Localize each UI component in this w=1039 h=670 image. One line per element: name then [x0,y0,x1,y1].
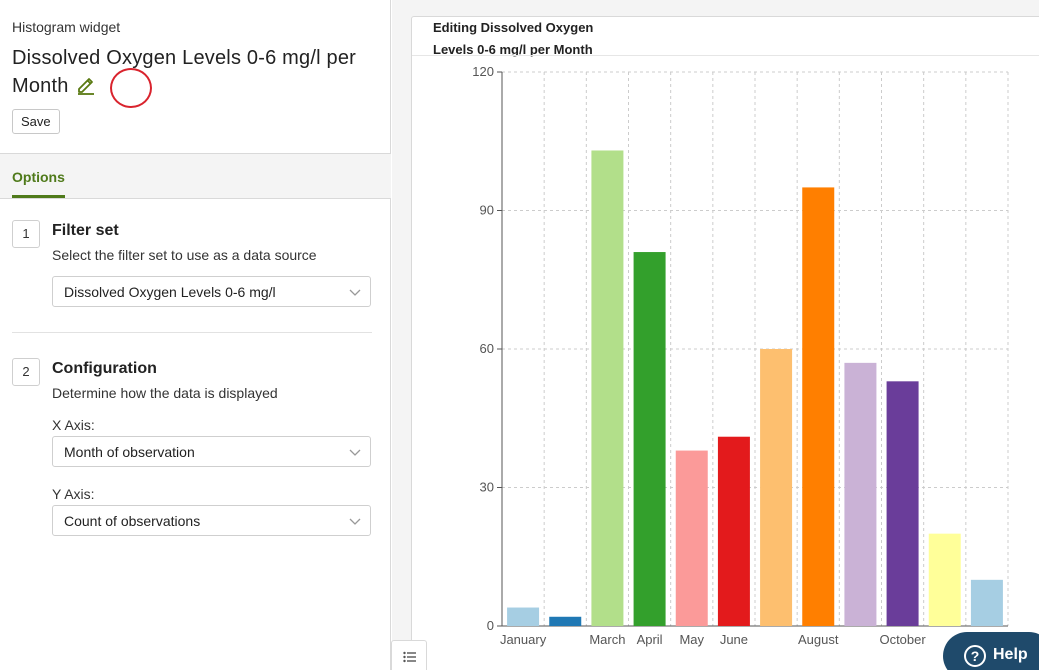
y-axis-label: Y Axis: [52,486,95,502]
x-tick-label: October [879,632,926,647]
tab-bar: Options [0,153,391,199]
histogram-chart: 0 30 60 90 120 January March April May June August… [472,64,1009,647]
chevron-down-icon [349,449,361,456]
x-tick-label: May [679,632,704,647]
filter-set-description: Select the filter set to use as a data s… [52,247,317,263]
x-tick-label: June [720,632,748,647]
step-number-1: 1 [12,220,40,248]
section-divider [12,332,372,333]
bar-march [591,150,624,626]
bar-october [886,381,919,626]
y-tick-label: 30 [480,480,494,495]
chart-heading: Editing Dissolved Oxygen Levels 0-6 mg/l… [433,17,833,61]
save-button[interactable]: Save [12,109,60,134]
options-panel: Histogram widget Dissolved Oxygen Levels… [0,0,391,670]
x-tick-label: January [500,632,547,647]
chart-heading-line-2: Levels 0-6 mg/l per Month [433,42,593,57]
widget-title-text: Dissolved Oxygen Levels 0-6 mg/l per Mon… [12,47,357,97]
chart-heading-line-1: Editing Dissolved Oxygen [433,20,594,35]
y-axis-select[interactable]: Count of observations [52,505,371,536]
help-button[interactable]: ? Help [943,632,1039,670]
tab-active-indicator [12,195,65,198]
y-tick-label: 90 [480,203,494,218]
x-tick-label: April [637,632,663,647]
filter-set-select[interactable]: Dissolved Oxygen Levels 0-6 mg/l [52,276,371,307]
edit-title-button[interactable] [75,73,97,95]
chevron-down-icon [349,289,361,296]
question-circle-icon: ? [964,645,986,667]
y-tick-label: 120 [472,64,494,79]
bar-september [844,362,877,626]
configuration-heading: Configuration [52,360,157,377]
x-tick-label: March [589,632,625,647]
bar-january [507,607,540,626]
x-axis-label: X Axis: [52,417,95,433]
bar-april [633,252,666,627]
bar-may [675,450,708,626]
step-number-2: 2 [12,358,40,386]
tab-options[interactable]: Options [12,169,65,185]
chevron-down-icon [349,518,361,525]
widget-title: Dissolved Oxygen Levels 0-6 mg/l per Mon… [12,44,372,100]
chart-heading-divider [412,55,1039,56]
x-tick-label: August [798,632,839,647]
bar-july [760,349,793,626]
configuration-description: Determine how the data is displayed [52,385,278,401]
filter-set-value: Dissolved Oxygen Levels 0-6 mg/l [64,284,276,300]
x-axis-select[interactable]: Month of observation [52,436,371,467]
pencil-icon [77,78,94,95]
bar-december [970,579,1003,626]
bar-february [549,616,582,626]
bar-november [928,533,961,626]
bar-june [717,436,750,626]
x-axis-value: Month of observation [64,444,195,460]
list-icon [403,651,416,663]
filter-set-heading: Filter set [52,222,119,239]
legend-toggle-button[interactable] [391,640,427,670]
widget-type-label: Histogram widget [12,19,121,35]
bar-august [802,187,835,626]
y-axis-value: Count of observations [64,513,201,529]
y-tick-label: 60 [480,341,494,356]
y-tick-label: 0 [487,618,494,633]
help-label: Help [993,646,1028,663]
